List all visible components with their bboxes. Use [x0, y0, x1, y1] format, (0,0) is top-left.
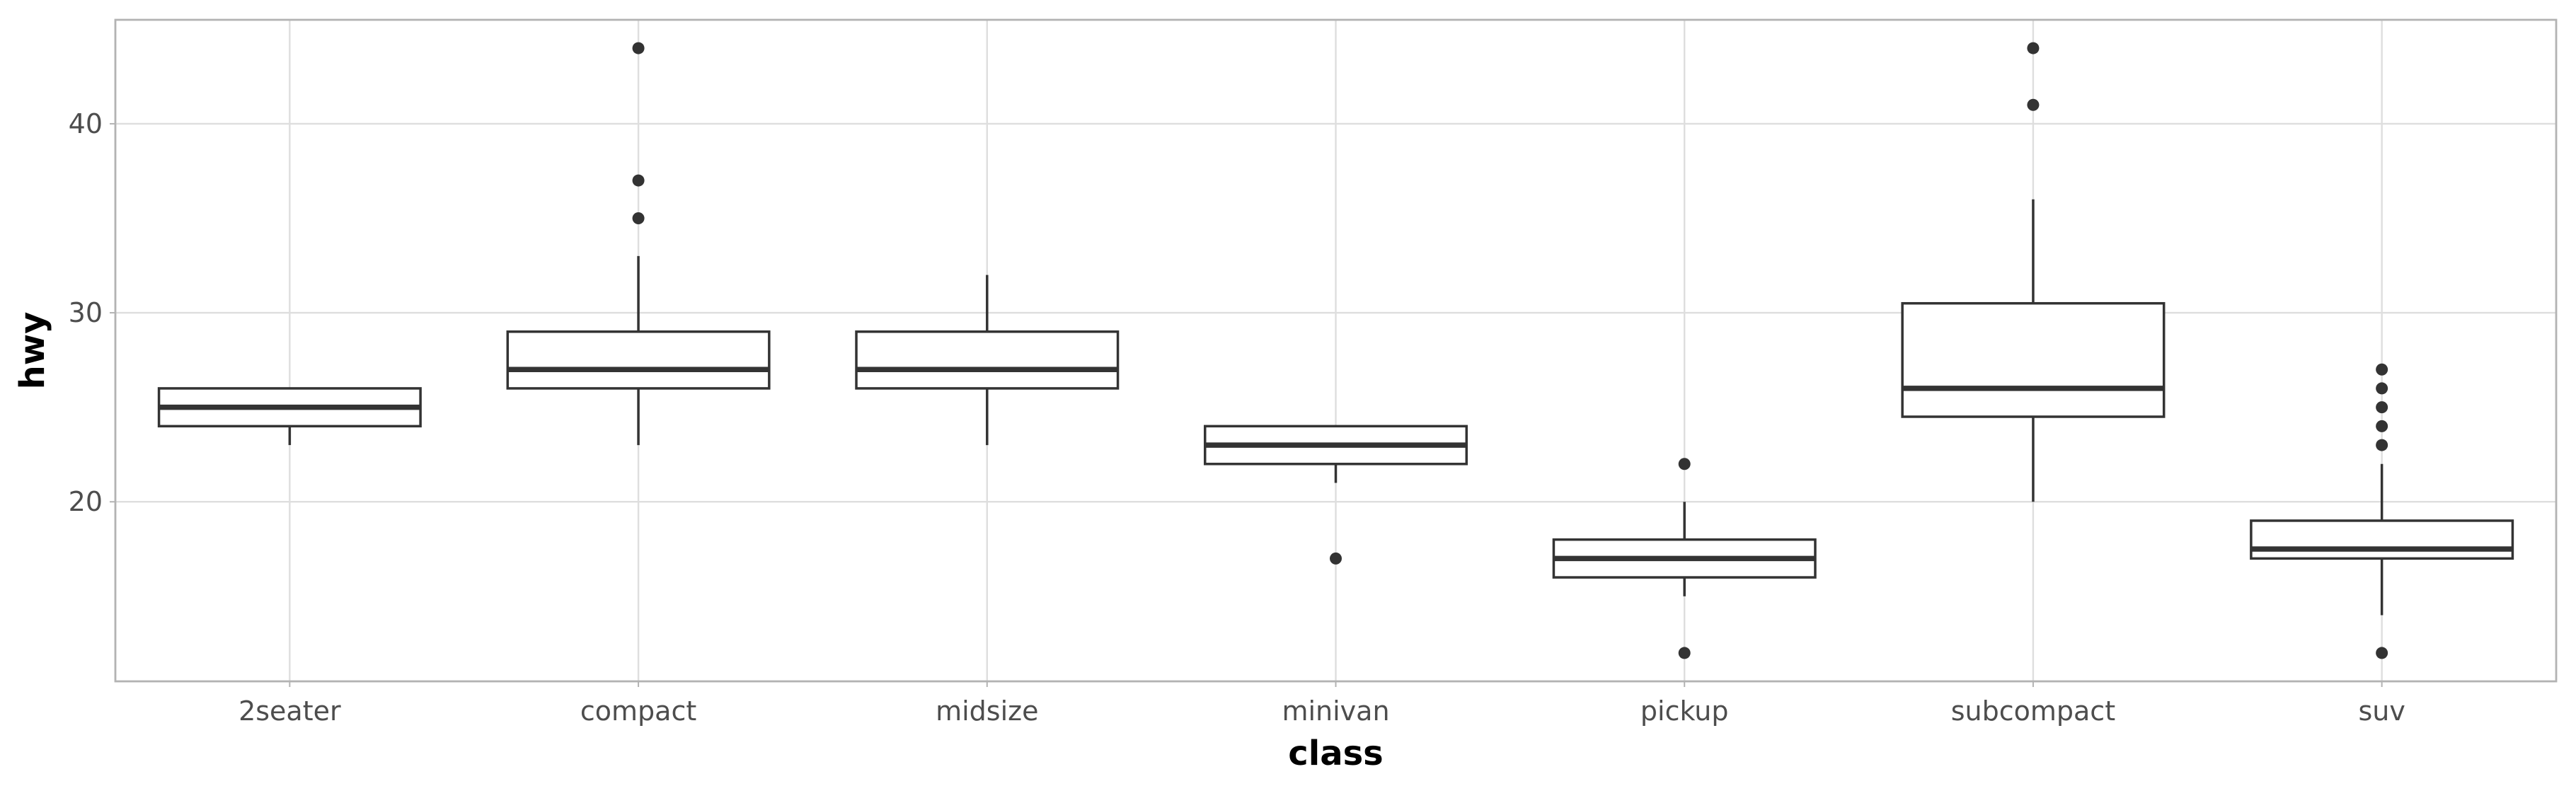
box-minivan [1203, 425, 1468, 565]
iqr-box [855, 330, 1120, 390]
outlier-point [1330, 552, 1342, 565]
outlier-point [632, 42, 645, 54]
box-compact [506, 42, 771, 446]
x-tick-label: midsize [936, 695, 1038, 727]
x-tick-label: subcompact [1951, 695, 2115, 727]
box-2seater [157, 387, 422, 446]
box-series [157, 42, 2514, 659]
iqr-box [506, 330, 771, 390]
outlier-point [1678, 458, 1691, 470]
box-midsize [855, 275, 1120, 446]
outlier-point [2027, 98, 2040, 111]
outlier-point [2376, 420, 2388, 432]
iqr-box [2250, 519, 2514, 560]
box-subcompact [1901, 42, 2166, 502]
outlier-point [2376, 439, 2388, 451]
y-axis-ticks: 20 30 40 [69, 108, 115, 517]
box-suv [2250, 363, 2514, 659]
x-tick-label: 2seater [238, 695, 341, 727]
x-tick-label: pickup [1640, 695, 1729, 727]
box-pickup [1552, 458, 1817, 659]
y-tick-label: 20 [69, 486, 103, 517]
outlier-point [1678, 647, 1691, 659]
x-axis-ticks: 2seater compact midsize minivan pickup subcom… [238, 681, 2405, 727]
y-tick-label: 40 [69, 108, 103, 139]
outlier-point [632, 212, 645, 224]
outlier-point [2376, 647, 2388, 659]
x-axis-title: class [1288, 734, 1383, 773]
grid-lines [115, 20, 2556, 681]
y-axis-title: hwy [13, 312, 52, 390]
outlier-point [2027, 42, 2040, 54]
x-tick-label: compact [580, 695, 696, 727]
outlier-point [2376, 382, 2388, 395]
y-tick-label: 30 [69, 297, 103, 328]
x-tick-label: minivan [1282, 695, 1389, 727]
outlier-point [2376, 363, 2388, 376]
outlier-point [2376, 401, 2388, 414]
iqr-box [1901, 301, 2166, 418]
outlier-point [632, 174, 645, 187]
x-tick-label: suv [2358, 695, 2405, 727]
